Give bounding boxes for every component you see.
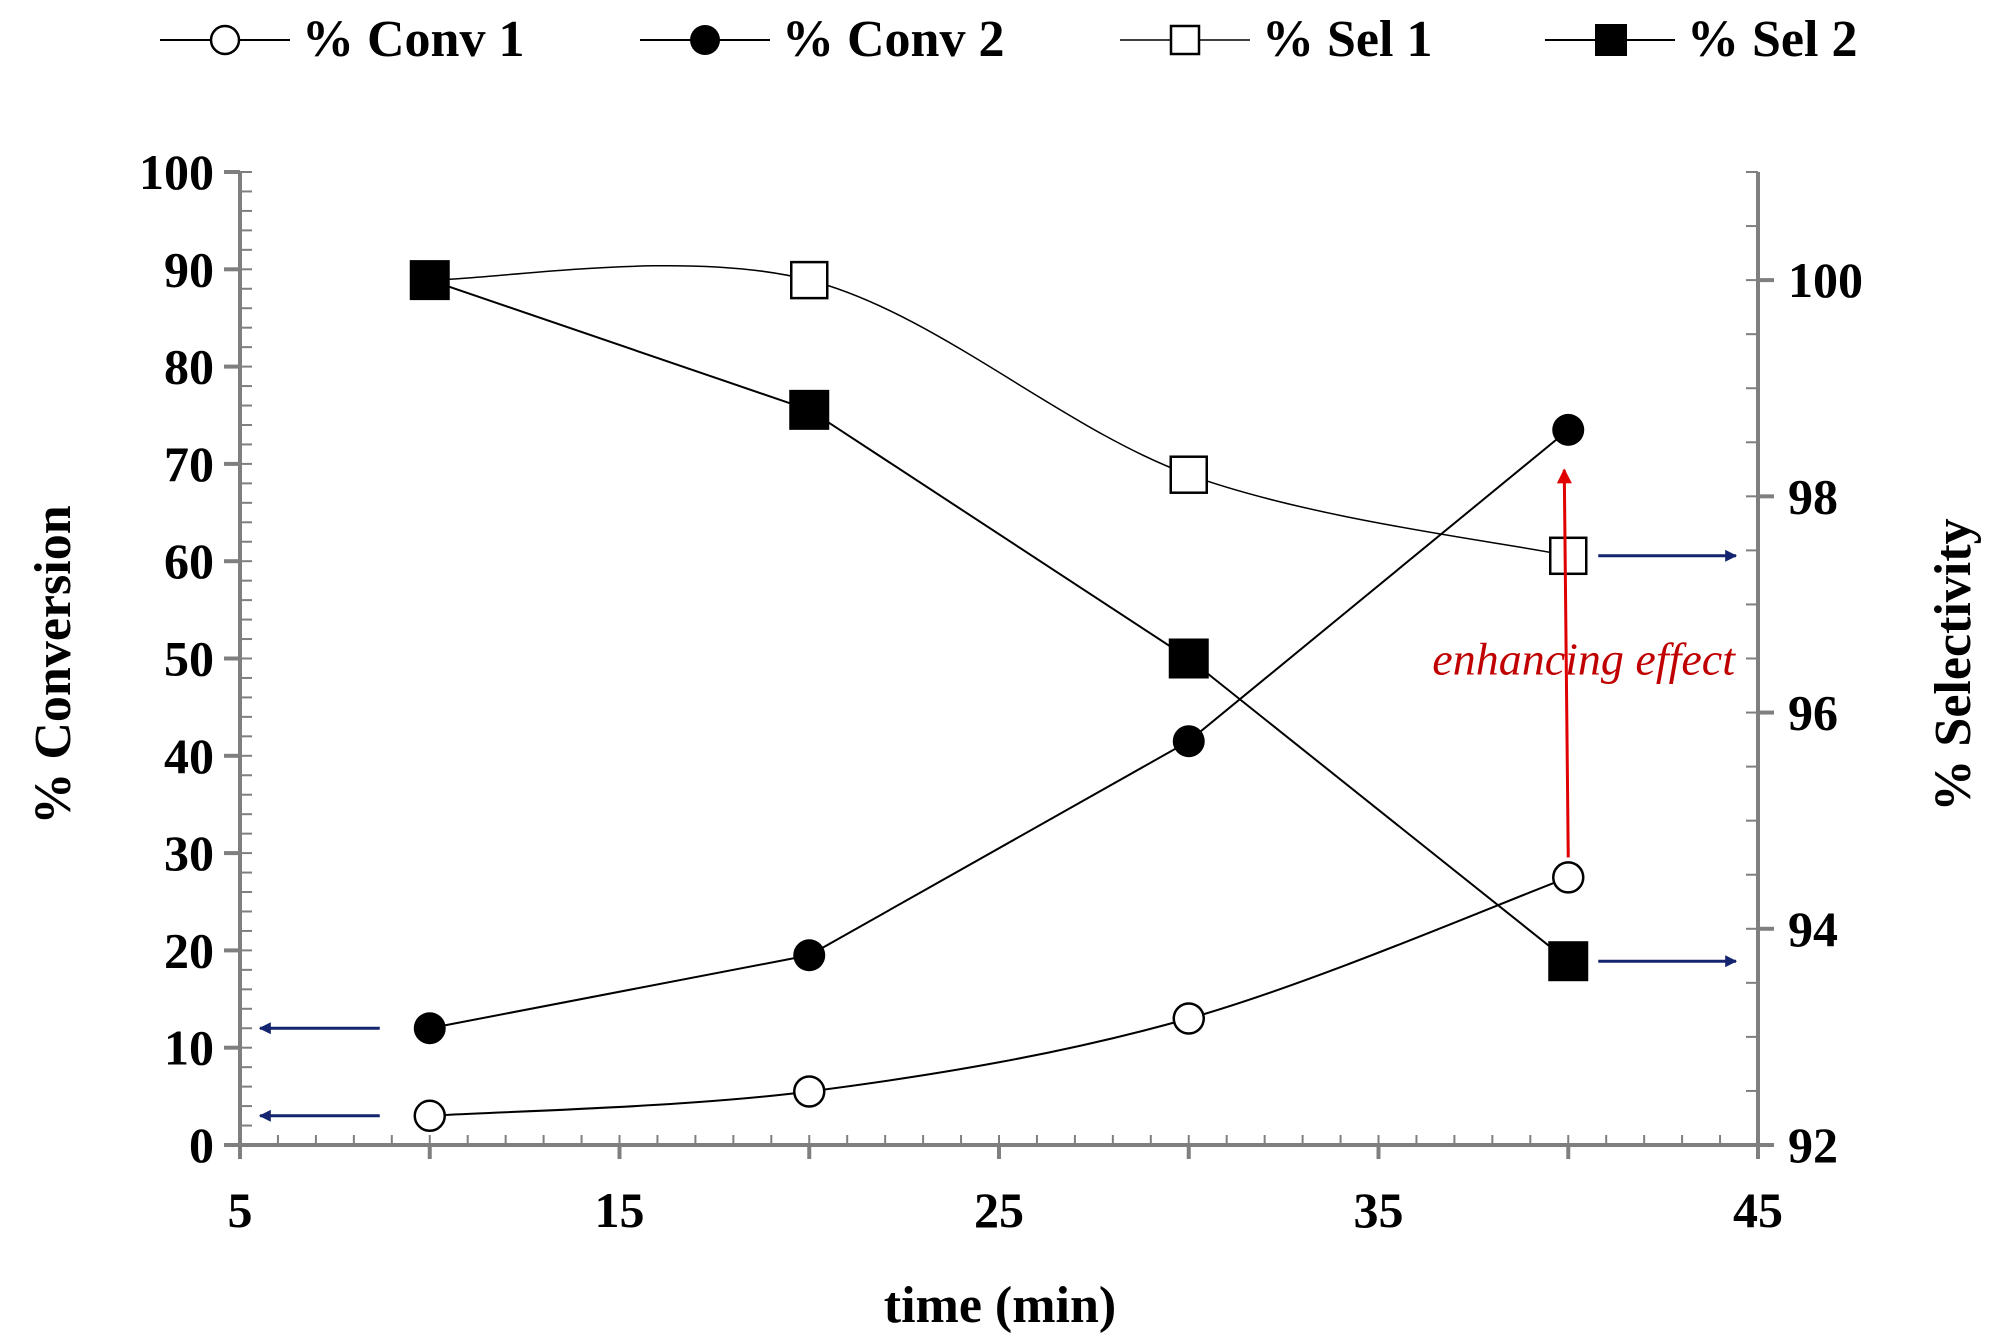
annotations: enhancing effect	[258, 468, 1738, 1122]
point-conv-2	[1552, 413, 1585, 446]
point-conv-2	[413, 1012, 446, 1045]
y-left-tick-label: 80	[164, 339, 214, 395]
point-sel-1	[790, 260, 829, 300]
y-left-axis-title: % Conversion	[25, 505, 82, 824]
point-sel-1	[1549, 536, 1588, 576]
series-line-sel-2	[429, 279, 1569, 962]
point-conv-1	[793, 1075, 826, 1108]
legend-label-sel-2: % Sel 2	[1687, 11, 1857, 68]
y-right-tick-label: 98	[1788, 468, 1838, 524]
legend-marker-open-circle	[209, 24, 241, 56]
y-right-axis-title: % Selectivity	[1925, 518, 1982, 811]
y-left-tick-label: 10	[164, 1020, 214, 1076]
y-right-tick-label: 96	[1788, 685, 1838, 741]
legend-item-conv-1: % Conv 1	[160, 11, 524, 68]
legend-label-sel-1: % Sel 1	[1262, 11, 1432, 68]
y-right-tick-label: 94	[1788, 901, 1838, 957]
y-left-tick-label: 0	[189, 1117, 214, 1173]
legend-item-sel-2: % Sel 2	[1545, 11, 1857, 68]
series-group	[409, 260, 1589, 1133]
point-sel-2	[1168, 638, 1209, 679]
y-left-tick-label: 40	[164, 728, 214, 784]
legend-item-sel-1: % Sel 1	[1120, 11, 1432, 68]
y-left-tick-label: 30	[164, 825, 214, 881]
enhancing-effect-label: enhancing effect	[1432, 634, 1736, 685]
x-tick-label: 25	[974, 1182, 1024, 1238]
legend-item-conv-2: % Conv 2	[640, 11, 1004, 68]
legend-marker-filled-square	[1595, 24, 1627, 56]
legend-marker-filled-circle	[690, 25, 720, 55]
legend: % Conv 1 % Conv 2 % Sel 1 % Sel 2	[160, 11, 1857, 68]
point-sel-2	[409, 260, 450, 301]
series-line-sel-1	[429, 264, 1569, 557]
y-left-tick-label: 20	[164, 922, 214, 978]
legend-label-conv-1: % Conv 1	[302, 11, 524, 68]
y-left-tick-label: 50	[164, 631, 214, 687]
point-conv-2	[1172, 725, 1205, 758]
x-tick-label: 45	[1733, 1182, 1783, 1238]
point-conv-1	[1172, 1002, 1205, 1035]
y-right-tick-label: 92	[1788, 1117, 1838, 1173]
x-tick-label: 15	[595, 1182, 645, 1238]
y-left-tick-label: 100	[139, 144, 214, 200]
x-axis-title: time (min)	[884, 1277, 1116, 1334]
y-right-tick-label: 100	[1788, 252, 1863, 308]
point-conv-2	[793, 939, 826, 972]
point-conv-1	[1552, 861, 1585, 894]
legend-marker-open-square	[1169, 24, 1201, 56]
y-left-tick-label: 60	[164, 533, 214, 589]
point-conv-1	[413, 1099, 446, 1133]
point-sel-1	[1169, 455, 1208, 494]
series-line-conv-1	[429, 876, 1569, 1117]
x-tick-label: 5	[228, 1182, 253, 1238]
axes: 0 10 20 30 40 50 60 70 80 90 100 92 94 96 98 100 5 15 25 35…	[139, 144, 1863, 1238]
legend-label-conv-2: % Conv 2	[782, 11, 1004, 68]
y-left-tick-label: 70	[164, 436, 214, 492]
y-left-tick-label: 90	[164, 241, 214, 297]
enhancing-effect-arrow	[1556, 468, 1572, 858]
series-line-conv-2	[429, 429, 1569, 1030]
point-sel-2	[1548, 941, 1589, 982]
point-sel-2	[789, 389, 830, 430]
x-tick-label: 35	[1354, 1182, 1404, 1238]
